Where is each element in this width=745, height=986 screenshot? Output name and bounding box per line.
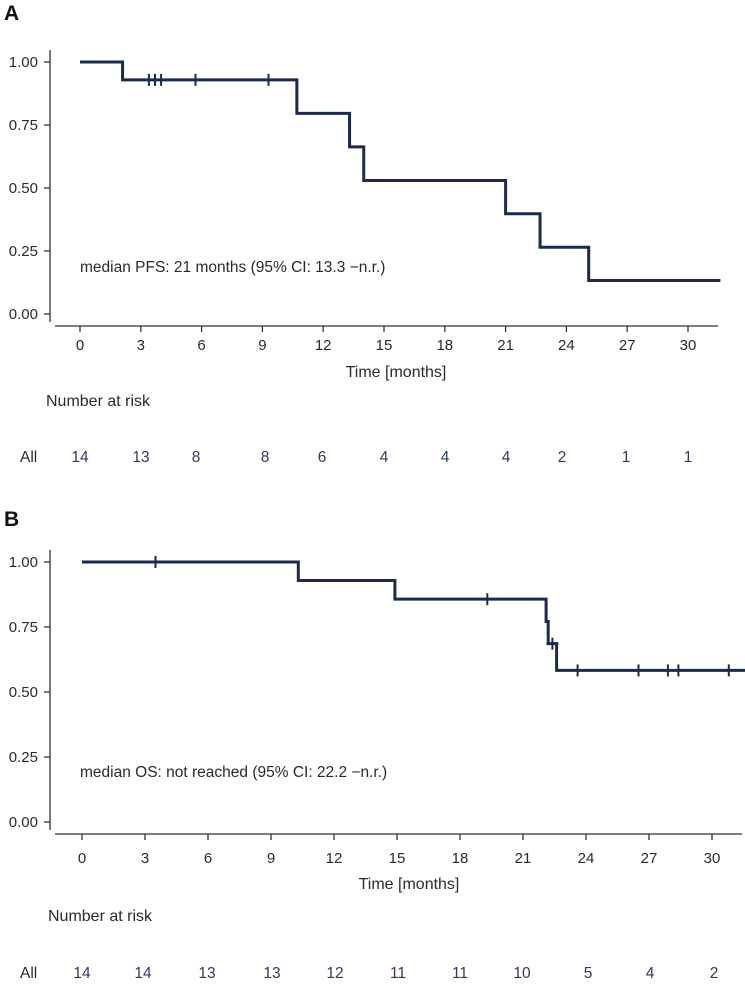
risk-value: 13 xyxy=(263,965,280,982)
panel-b-median-annotation: median OS: not reached (95% CI: 22.2 −n.… xyxy=(80,764,387,781)
x-tick-label: 3 xyxy=(141,850,149,867)
panel-b-letter: B xyxy=(4,508,19,531)
y-tick-label: 1.00 xyxy=(9,54,38,71)
x-tick-label: 12 xyxy=(326,850,343,867)
x-tick-label: 3 xyxy=(137,337,145,354)
risk-value: 6 xyxy=(318,449,327,466)
panel-b-x-axis-title: Time [months] xyxy=(359,876,460,893)
risk-value: 8 xyxy=(192,449,201,466)
risk-value: 4 xyxy=(380,449,389,466)
risk-value: 1 xyxy=(622,449,631,466)
x-tick-label: 6 xyxy=(197,337,205,354)
censor-mark xyxy=(189,73,202,86)
x-tick-label: 24 xyxy=(578,850,595,867)
x-tick-label: 18 xyxy=(452,850,469,867)
x-tick-label: 6 xyxy=(204,850,212,867)
risk-value: 14 xyxy=(73,965,91,982)
risk-value: 5 xyxy=(584,965,593,982)
risk-value: 14 xyxy=(134,965,152,982)
x-tick-label: 27 xyxy=(641,850,658,867)
x-tick-label: 24 xyxy=(558,337,575,354)
risk-value: 2 xyxy=(558,449,567,466)
risk-value: 14 xyxy=(71,449,89,466)
panel-b-risk-group-label: All xyxy=(20,965,37,982)
y-tick-label: 0.50 xyxy=(9,180,38,197)
panel-b-risk-values: 14 14 13 13 12 11 11 10 5 4 2 xyxy=(73,965,718,982)
risk-value: 4 xyxy=(646,965,655,982)
panel-a-x-ticks: 0 3 6 9 12 15 18 21 24 27 30 xyxy=(76,326,697,354)
risk-value: 10 xyxy=(513,965,531,982)
y-tick-label: 0.50 xyxy=(9,684,38,701)
risk-value: 4 xyxy=(441,449,450,466)
risk-value: 11 xyxy=(390,965,406,982)
y-tick-label: 0.75 xyxy=(9,619,38,636)
censor-mark xyxy=(672,664,685,677)
panel-b: B 0.000.250.500.751.00 0 3 6 9 12 15 18 21 24 27 3… xyxy=(4,508,745,982)
risk-value: 2 xyxy=(710,965,719,982)
censor-mark xyxy=(632,664,645,677)
x-tick-label: 18 xyxy=(436,337,453,354)
x-tick-label: 30 xyxy=(704,850,721,867)
y-tick-label: 1.00 xyxy=(9,554,38,571)
y-tick-label: 0.25 xyxy=(9,243,38,260)
panel-b-y-ticks: 0.00 0.25 0.50 0.75 1.00 xyxy=(9,554,50,831)
censor-mark xyxy=(262,73,275,86)
censor-mark xyxy=(722,664,735,677)
panel-a-letter: A xyxy=(4,2,19,25)
x-tick-label: 21 xyxy=(497,337,514,354)
x-tick-label: 30 xyxy=(680,337,697,354)
risk-value: 13 xyxy=(198,965,215,982)
panel-a-risk-group-label: All xyxy=(20,449,37,466)
risk-value: 11 xyxy=(452,965,468,982)
censor-mark xyxy=(661,664,674,677)
x-tick-label: 15 xyxy=(376,337,393,354)
panel-a: A 0.000.250.500.751.00 0 3 6 9 12 15 18 21 24 27 3… xyxy=(4,2,721,466)
panel-a-median-annotation: median PFS: 21 months (95% CI: 13.3 −n.r… xyxy=(80,259,385,276)
censor-mark xyxy=(149,556,162,568)
panel-a-risk-values: 14 13 8 8 6 4 4 4 2 1 1 xyxy=(71,449,692,466)
y-tick-label: 0.25 xyxy=(9,749,38,766)
y-tick-label: 0.00 xyxy=(9,814,38,831)
panel-a-x-axis-title: Time [months] xyxy=(346,364,447,381)
x-tick-label: 27 xyxy=(619,337,636,354)
panel-a-risk-table-title: Number at risk xyxy=(46,393,151,410)
risk-value: 8 xyxy=(261,449,270,466)
x-tick-label: 21 xyxy=(515,850,532,867)
risk-value: 13 xyxy=(132,449,149,466)
panel-a-plot-area xyxy=(80,60,721,282)
risk-value: 12 xyxy=(326,965,343,982)
panel-a-y-ticks: 0.00 0.25 0.50 0.75 1.00 xyxy=(9,54,50,323)
risk-value: 1 xyxy=(684,449,693,466)
censor-mark xyxy=(546,637,559,650)
x-tick-label: 0 xyxy=(76,337,84,354)
y-tick-label: 0.75 xyxy=(9,117,38,134)
x-tick-label: 12 xyxy=(315,337,332,354)
x-tick-label: 9 xyxy=(267,850,275,867)
x-tick-label: 0 xyxy=(78,850,86,867)
risk-value: 4 xyxy=(502,449,511,466)
y-tick-label: 0.00 xyxy=(9,306,38,323)
panel-b-plot-area xyxy=(82,556,745,677)
censor-mark xyxy=(481,593,494,606)
panel-b-x-ticks: 0 3 6 9 12 15 18 21 24 27 30 xyxy=(78,834,721,867)
panel-b-risk-table-title: Number at risk xyxy=(48,908,153,925)
survival-curve xyxy=(80,60,721,282)
censor-mark xyxy=(571,664,584,677)
x-tick-label: 15 xyxy=(389,850,406,867)
censor-mark xyxy=(155,73,168,86)
survival-curve xyxy=(82,560,745,672)
x-tick-label: 9 xyxy=(258,337,266,354)
